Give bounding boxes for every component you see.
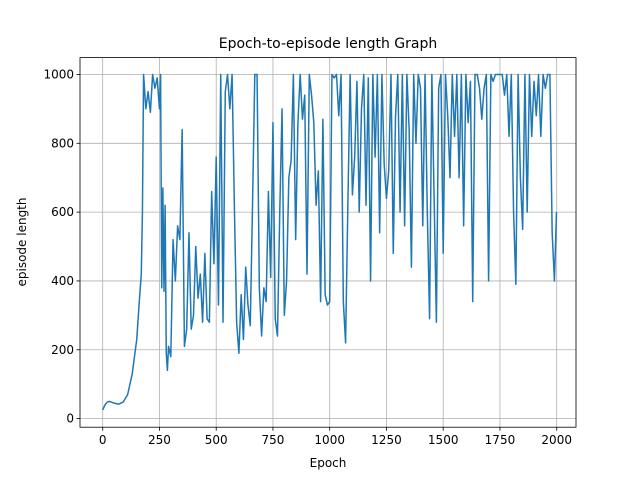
y-tick-label: 400 — [51, 274, 74, 288]
axes-frame — [79, 57, 577, 428]
x-tick-label: 250 — [148, 433, 171, 447]
y-axis-label: episode length — [15, 198, 29, 287]
y-tick-label: 0 — [66, 412, 74, 426]
x-tick-label: 1500 — [428, 433, 459, 447]
y-tick-label: 200 — [51, 343, 74, 357]
x-tick-label: 2000 — [541, 433, 572, 447]
x-tick-label: 750 — [261, 433, 284, 447]
y-tick-label: 600 — [51, 205, 74, 219]
data-line — [102, 73, 558, 411]
x-tick-label: 1750 — [485, 433, 516, 447]
chart-title: Epoch-to-episode length Graph — [219, 36, 438, 52]
x-tick-label: 500 — [205, 433, 228, 447]
ticks: 0 250 500 750 1000 1250 1500 1750 2000 0 200 400 600… — [43, 67, 572, 447]
x-tick-label: 1250 — [371, 433, 402, 447]
y-tick-label: 1000 — [43, 67, 74, 81]
x-tick-label: 0 — [99, 433, 107, 447]
plot-area — [102, 73, 558, 411]
x-tick-label: 1000 — [314, 433, 345, 447]
grid — [80, 57, 576, 428]
y-tick-label: 800 — [51, 136, 74, 150]
x-axis-label: Epoch — [310, 456, 347, 470]
